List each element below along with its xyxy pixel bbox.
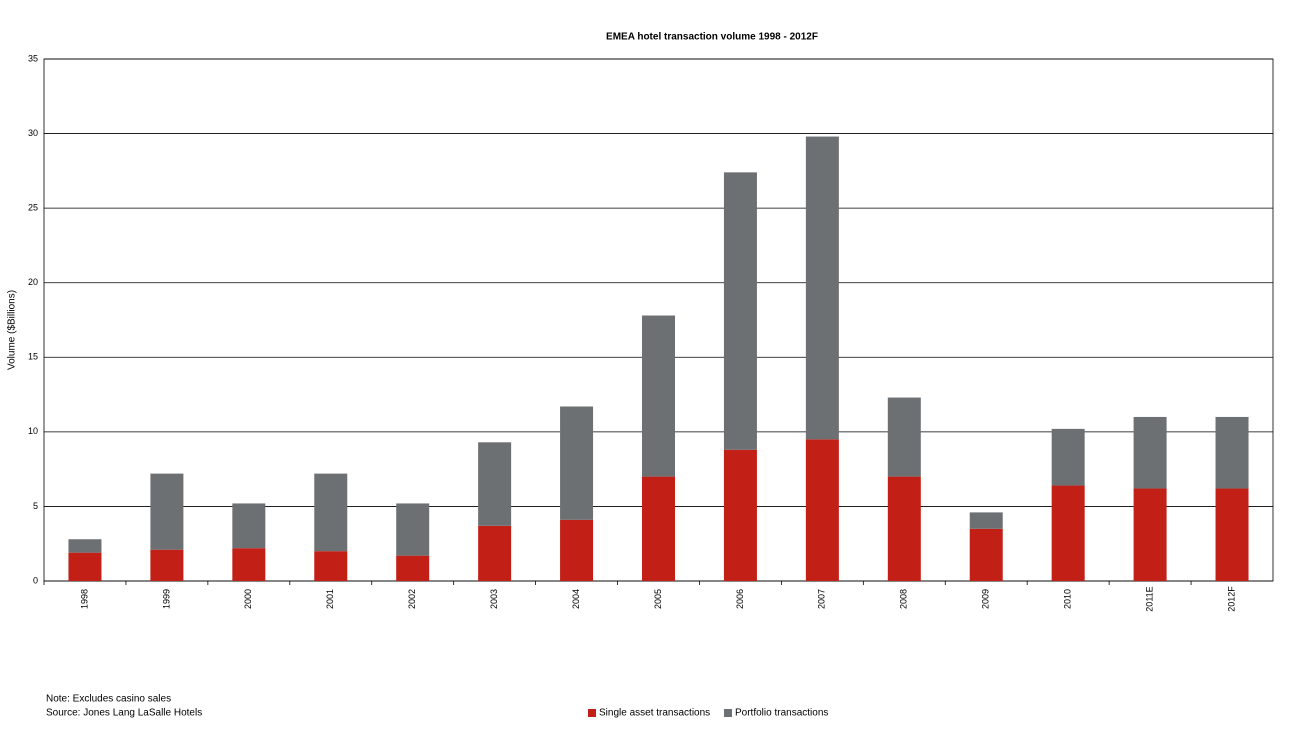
x-tick-label: 2012F	[1226, 586, 1236, 612]
bar-segment	[723, 449, 757, 581]
x-tick-label: 2010	[1063, 589, 1073, 609]
bar-segment	[1051, 485, 1085, 581]
x-tick-label: 1998	[79, 589, 89, 609]
bar-segment	[150, 549, 184, 581]
x-tick-label: 2003	[489, 589, 499, 609]
bar-segment	[1133, 488, 1167, 581]
x-tick-label: 2005	[653, 589, 663, 609]
bar-segment	[314, 551, 348, 581]
x-tick-label: 2004	[571, 589, 581, 609]
legend-label: Portfolio transactions	[735, 708, 828, 719]
x-tick-label: 2011E	[1144, 586, 1154, 611]
x-tick-label: 2009	[981, 589, 991, 609]
bar-segment	[805, 136, 839, 440]
y-tick-label: 25	[28, 203, 38, 213]
bar-segment	[232, 548, 266, 581]
bar-segment	[805, 439, 839, 581]
bar-segment	[68, 539, 102, 553]
bar-segment	[478, 525, 512, 581]
x-tick-label: 1999	[161, 589, 171, 609]
bar-segment	[68, 552, 102, 581]
legend-swatch	[724, 709, 732, 717]
y-tick-label: 10	[28, 426, 38, 436]
bar-segment	[969, 528, 1003, 581]
legend-swatch	[588, 709, 596, 717]
bar-segment	[396, 503, 430, 556]
y-tick-label: 30	[28, 128, 38, 138]
x-tick-label: 2008	[899, 589, 909, 609]
x-tick-label: 2001	[325, 589, 335, 609]
bar-segment	[150, 473, 184, 550]
x-tick-label: 2002	[407, 589, 417, 609]
y-tick-label: 35	[28, 53, 38, 63]
bar-segment	[314, 473, 348, 552]
y-tick-label: 0	[33, 575, 38, 585]
x-tick-label: 2006	[735, 589, 745, 609]
note: Note: Excludes casino sales	[46, 694, 171, 705]
bar-segment	[1215, 488, 1249, 581]
bar-segment	[723, 172, 757, 450]
y-tick-label: 5	[33, 501, 38, 511]
y-tick-label: 20	[28, 277, 38, 287]
bar-segment	[887, 476, 921, 581]
bar-segment	[969, 512, 1003, 529]
x-tick-label: 2000	[243, 589, 253, 609]
bar-segment	[478, 442, 512, 526]
bar-segment	[1133, 416, 1167, 489]
bar-segment	[887, 397, 921, 477]
bar-segment	[642, 315, 675, 477]
y-axis-label: Volume ($Billions)	[7, 290, 18, 370]
legend-label: Single asset transactions	[599, 708, 710, 719]
source: Source: Jones Lang LaSalle Hotels	[46, 708, 202, 719]
bar-segment	[642, 476, 675, 581]
chart-title: EMEA hotel transaction volume 1998 - 201…	[606, 32, 818, 43]
bar-segment	[1215, 416, 1249, 489]
bar-segment	[1051, 428, 1085, 486]
bar-segment	[560, 406, 594, 520]
bar-segment	[560, 519, 594, 581]
y-tick-label: 15	[28, 352, 38, 362]
bar-segment	[396, 555, 430, 581]
bar-segment	[232, 503, 266, 549]
x-tick-label: 2007	[817, 589, 827, 609]
